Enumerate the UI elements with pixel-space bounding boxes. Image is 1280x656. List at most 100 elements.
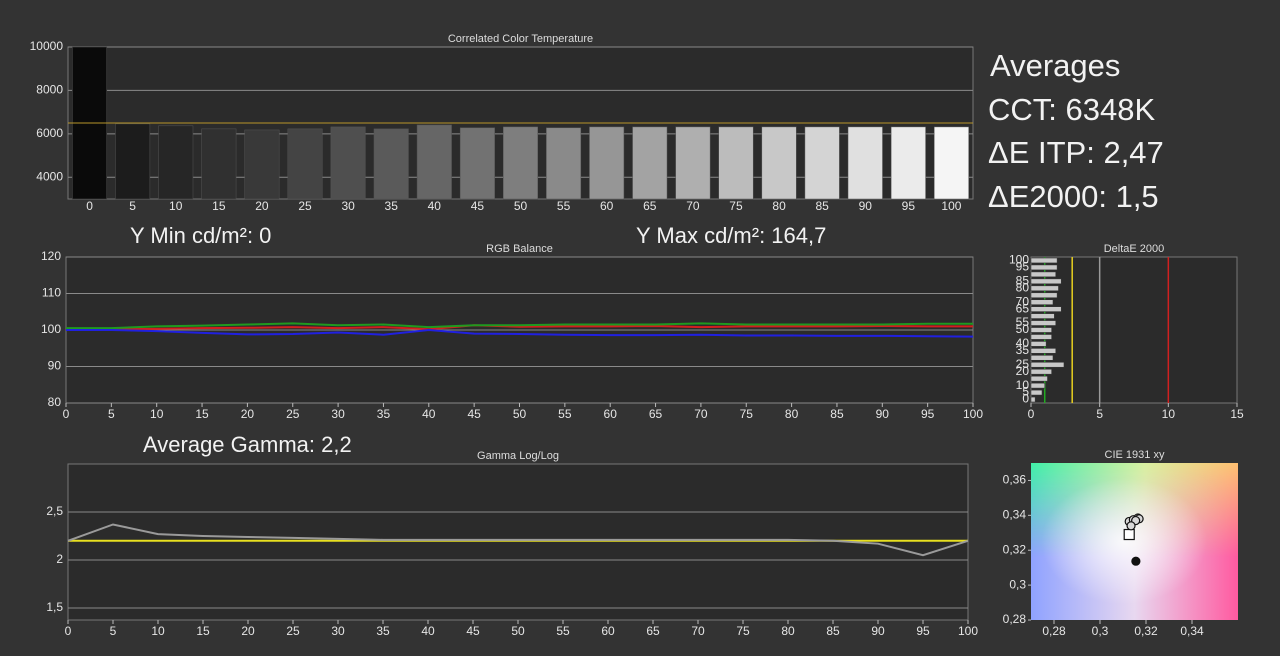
bar <box>761 126 797 200</box>
y-tick-label: 20 <box>1016 364 1030 378</box>
bar <box>330 126 366 200</box>
x-tick-label: 0,3 <box>1092 624 1109 638</box>
x-tick-label: 85 <box>815 199 829 213</box>
bar <box>115 123 151 200</box>
x-tick-label: 55 <box>556 624 570 638</box>
x-tick-label: 0 <box>65 624 72 638</box>
bar <box>589 126 625 200</box>
x-tick-label: 80 <box>772 199 786 213</box>
x-tick-label: 75 <box>736 624 750 638</box>
x-tick-label: 60 <box>604 407 618 421</box>
y-tick-label: 0,32 <box>1003 542 1027 556</box>
bar <box>1030 320 1056 326</box>
x-tick-label: 15 <box>196 624 210 638</box>
x-tick-label: 10 <box>1162 407 1176 421</box>
x-tick-label: 100 <box>963 407 983 421</box>
x-tick-label: 90 <box>871 624 885 638</box>
bar <box>158 125 194 200</box>
chart-title: Correlated Color Temperature <box>448 33 593 45</box>
point <box>1131 556 1141 566</box>
x-tick-label: 20 <box>241 624 255 638</box>
bar <box>1030 375 1048 382</box>
y-tick-label: 0 <box>1022 392 1029 406</box>
x-tick-label: 0,34 <box>1180 624 1204 638</box>
x-tick-label: 25 <box>286 624 300 638</box>
bar <box>201 128 237 200</box>
bar <box>1030 396 1036 403</box>
plot-area <box>1030 256 1238 404</box>
y-tick-label: 6000 <box>36 126 63 140</box>
x-tick-label: 80 <box>781 624 795 638</box>
x-tick-label: 45 <box>471 199 485 213</box>
x-tick-label: 25 <box>286 407 300 421</box>
x-tick-label: 100 <box>958 624 978 638</box>
x-tick-label: 15 <box>1230 407 1244 421</box>
y-tick-label: 65 <box>1016 301 1030 315</box>
x-tick-label: 0,28 <box>1042 624 1066 638</box>
bar <box>503 126 538 200</box>
x-tick-label: 20 <box>241 407 255 421</box>
x-tick-label: 25 <box>298 199 312 213</box>
x-tick-label: 85 <box>826 624 840 638</box>
x-tick-label: 15 <box>212 199 226 213</box>
bar <box>1030 292 1058 298</box>
x-tick-label: 15 <box>195 407 209 421</box>
x-tick-label: 35 <box>376 624 390 638</box>
plot-area-overlay <box>1031 463 1238 620</box>
y-tick-label: 0,36 <box>1003 473 1027 487</box>
bar <box>1030 257 1058 264</box>
plot-area <box>67 463 969 621</box>
chart-title: Gamma Log/Log <box>477 450 559 462</box>
x-tick-label: 40 <box>422 407 436 421</box>
x-tick-label: 5 <box>1096 407 1103 421</box>
x-tick-label: 55 <box>557 199 571 213</box>
y-tick-label: 10 <box>1016 378 1030 392</box>
bar <box>1030 389 1043 396</box>
y-tick-label: 8000 <box>36 83 63 97</box>
bar <box>1030 271 1056 278</box>
series-line <box>66 322 973 330</box>
bar <box>675 126 711 200</box>
chart-title: CIE 1931 xy <box>1105 449 1165 461</box>
y-tick-label: 40 <box>1016 336 1030 350</box>
x-tick-label: 95 <box>916 624 930 638</box>
average-line: ΔE ITP: 2,47 <box>988 135 1164 170</box>
annotation: Y Min cd/m²: 0 <box>130 223 271 248</box>
x-tick-label: 70 <box>686 199 700 213</box>
bar <box>546 127 582 200</box>
bar <box>1030 341 1047 347</box>
x-tick-label: 35 <box>385 199 399 213</box>
bar <box>847 126 883 200</box>
bar <box>718 126 754 200</box>
x-tick-label: 0 <box>1028 407 1035 421</box>
y-tick-label: 0,28 <box>1003 612 1027 626</box>
x-tick-label: 50 <box>514 199 528 213</box>
bar <box>1030 285 1059 291</box>
y-tick-label: 1,5 <box>46 600 63 614</box>
y-tick-label: 5 <box>1022 385 1029 399</box>
x-tick-label: 30 <box>341 199 355 213</box>
x-tick-label: 65 <box>649 407 663 421</box>
x-tick-label: 80 <box>785 407 799 421</box>
bar <box>1030 369 1052 375</box>
x-tick-label: 75 <box>740 407 754 421</box>
x-tick-label: 55 <box>558 407 572 421</box>
point <box>1126 521 1136 531</box>
x-tick-label: 10 <box>169 199 183 213</box>
y-tick-label: 55 <box>1016 315 1030 329</box>
y-tick-label: 85 <box>1016 274 1030 288</box>
x-tick-label: 45 <box>466 624 480 638</box>
bar <box>1030 327 1052 333</box>
bar <box>1030 306 1062 312</box>
x-tick-label: 30 <box>331 624 345 638</box>
x-tick-label: 75 <box>729 199 743 213</box>
x-tick-label: 60 <box>601 624 615 638</box>
bar <box>933 126 969 200</box>
average-line: CCT: 6348K <box>988 92 1155 127</box>
x-tick-label: 40 <box>421 624 435 638</box>
bar <box>1030 299 1054 305</box>
x-tick-label: 5 <box>129 199 136 213</box>
averages-title: Averages <box>990 48 1120 83</box>
